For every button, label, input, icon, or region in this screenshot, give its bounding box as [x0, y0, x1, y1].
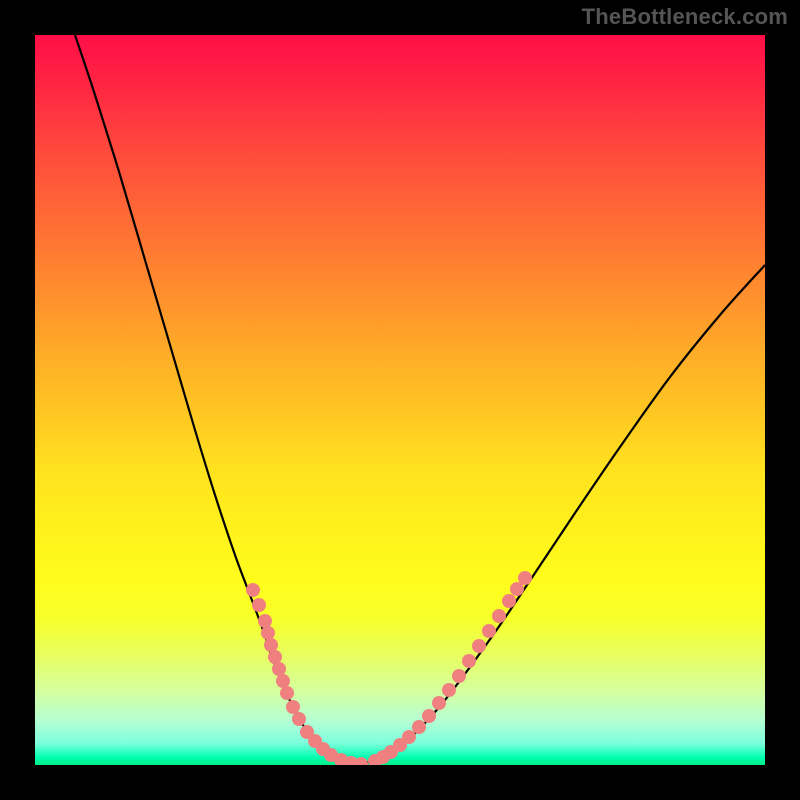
marker-dot: [402, 730, 416, 744]
marker-dot: [492, 609, 506, 623]
marker-group: [246, 571, 532, 765]
marker-dot: [482, 624, 496, 638]
marker-dot: [252, 598, 266, 612]
marker-dot: [472, 639, 486, 653]
marker-dot: [354, 757, 368, 765]
curve-layer: [35, 35, 765, 765]
chart-frame: TheBottleneck.com: [0, 0, 800, 800]
marker-dot: [442, 683, 456, 697]
marker-dot: [268, 650, 282, 664]
marker-dot: [452, 669, 466, 683]
plot-area: [35, 35, 765, 765]
marker-dot: [502, 594, 516, 608]
marker-dot: [261, 626, 275, 640]
watermark-text: TheBottleneck.com: [582, 4, 788, 30]
marker-dot: [246, 583, 260, 597]
marker-dot: [518, 571, 532, 585]
marker-dot: [264, 638, 278, 652]
marker-dot: [412, 720, 426, 734]
v-curve: [75, 35, 765, 763]
marker-dot: [422, 709, 436, 723]
marker-dot: [462, 654, 476, 668]
marker-dot: [286, 700, 300, 714]
marker-dot: [276, 674, 290, 688]
marker-dot: [432, 696, 446, 710]
marker-dot: [272, 662, 286, 676]
marker-dot: [258, 614, 272, 628]
marker-dot: [280, 686, 294, 700]
marker-dot: [292, 712, 306, 726]
